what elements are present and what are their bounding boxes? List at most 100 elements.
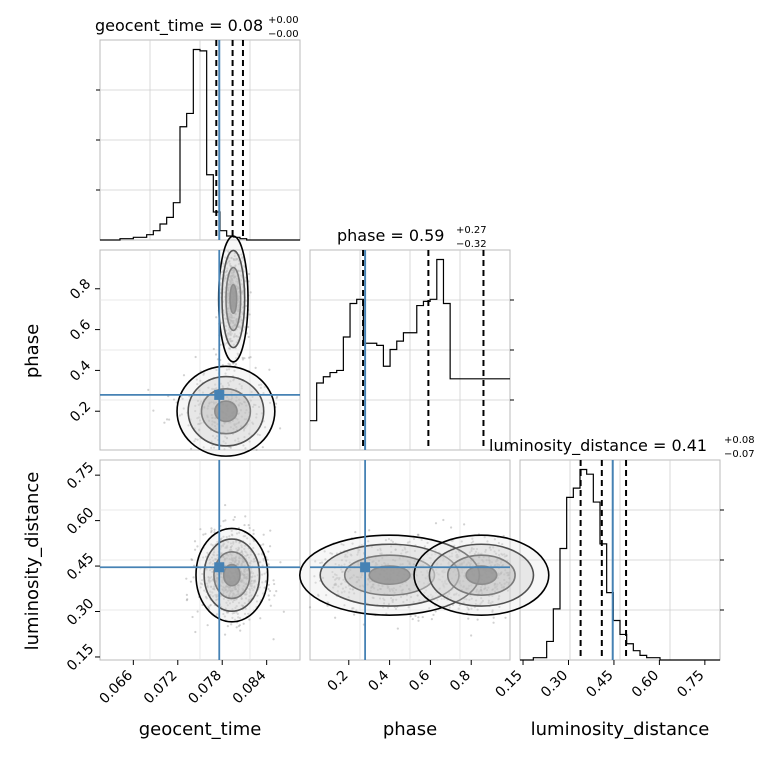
scatter-point xyxy=(201,579,204,582)
scatter-point xyxy=(343,604,346,607)
scatter-point xyxy=(459,584,463,587)
scatter-point xyxy=(445,582,448,585)
scatter-point xyxy=(252,422,255,425)
scatter-point xyxy=(343,563,346,566)
scatter-point xyxy=(254,366,257,370)
scatter-point xyxy=(240,604,243,607)
scatter-point xyxy=(241,290,244,294)
scatter-point xyxy=(493,586,497,589)
scatter-point xyxy=(343,590,346,593)
scatter-point xyxy=(400,552,403,555)
hist-panel-luminosity_distance xyxy=(519,459,724,661)
scatter-point xyxy=(227,554,230,557)
scatter-point xyxy=(491,594,494,597)
scatter-point xyxy=(496,558,499,561)
scatter-point xyxy=(214,383,217,386)
scatter-point xyxy=(279,427,282,430)
scatter-point xyxy=(213,417,217,420)
scatter-point xyxy=(240,580,243,584)
scatter-point xyxy=(235,335,238,338)
scatter-point xyxy=(382,602,386,605)
scatter-point xyxy=(458,603,461,607)
scatter-point xyxy=(195,378,198,381)
scatter-point xyxy=(454,550,458,554)
scatter-point xyxy=(225,270,228,273)
scatter-point xyxy=(506,574,509,577)
scatter-point xyxy=(240,311,243,314)
scatter-point xyxy=(269,529,272,532)
scatter-point xyxy=(408,562,411,565)
scatter-point xyxy=(444,579,447,582)
scatter-point xyxy=(418,580,421,583)
scatter-point xyxy=(215,368,218,372)
scatter-point xyxy=(331,570,334,574)
scatter-point xyxy=(269,401,272,404)
scatter-point xyxy=(229,347,232,350)
scatter-point xyxy=(494,563,497,567)
scatter-point xyxy=(471,540,475,543)
scatter-point xyxy=(238,269,241,272)
scatter-point xyxy=(351,588,354,591)
scatter-point xyxy=(313,575,316,578)
scatter-point xyxy=(494,582,497,585)
scatter-point xyxy=(412,537,416,541)
scatter-point xyxy=(230,274,233,277)
scatter-point xyxy=(251,572,255,575)
scatter-point xyxy=(348,591,351,594)
scatter-point xyxy=(480,588,483,592)
scatter-point xyxy=(232,540,235,544)
scatter-point xyxy=(198,428,201,431)
scatter-point xyxy=(237,548,240,552)
scatter-point xyxy=(431,576,434,579)
scatter-point xyxy=(469,563,472,566)
scatter-point xyxy=(210,401,213,404)
scatter-point xyxy=(456,553,459,556)
scatter-point xyxy=(227,293,230,296)
scatter-point xyxy=(391,599,394,602)
scatter-point xyxy=(240,415,243,418)
scatter-point xyxy=(386,606,390,609)
scatter-point xyxy=(228,363,232,366)
scatter-point xyxy=(226,296,229,300)
scatter-point xyxy=(237,601,241,604)
scatter-point xyxy=(429,593,432,596)
scatter-point xyxy=(198,389,201,392)
scatter-point xyxy=(221,576,224,579)
scatter-point xyxy=(391,540,395,544)
scatter-point xyxy=(232,319,235,322)
scatter-point xyxy=(198,422,201,425)
scatter-point xyxy=(225,437,229,440)
scatter-point xyxy=(325,594,328,597)
scatter-point xyxy=(224,585,228,588)
scatter-point xyxy=(234,555,238,558)
scatter-point xyxy=(470,559,473,562)
scatter-point xyxy=(230,529,233,532)
scatter-point xyxy=(507,573,510,576)
scatter-point xyxy=(212,387,215,391)
scatter-point xyxy=(458,550,461,553)
scatter-point xyxy=(222,585,225,588)
scatter-point xyxy=(224,256,227,259)
scatter-point xyxy=(468,564,472,567)
scatter-point xyxy=(216,423,219,426)
ylabel-luminosity-distance: luminosity_distance xyxy=(22,472,43,651)
scatter-point xyxy=(409,589,412,592)
scatter-point xyxy=(240,283,243,286)
scatter-point xyxy=(211,434,215,438)
scatter-point xyxy=(197,416,200,419)
scatter-point xyxy=(349,553,352,556)
scatter-point xyxy=(392,558,395,562)
scatter-point xyxy=(237,325,240,329)
scatter-point xyxy=(454,574,457,577)
scatter-point xyxy=(497,549,501,552)
scatter-point xyxy=(234,556,237,560)
scatter-point xyxy=(228,317,231,320)
scatter-point xyxy=(407,606,410,609)
contour-level-2 xyxy=(203,538,261,613)
scatter-point xyxy=(462,585,465,588)
scatter-point xyxy=(227,586,230,589)
scatter-point xyxy=(242,581,245,584)
scatter-point xyxy=(244,515,247,518)
scatter-point xyxy=(499,572,502,575)
scatter-point xyxy=(244,447,247,450)
